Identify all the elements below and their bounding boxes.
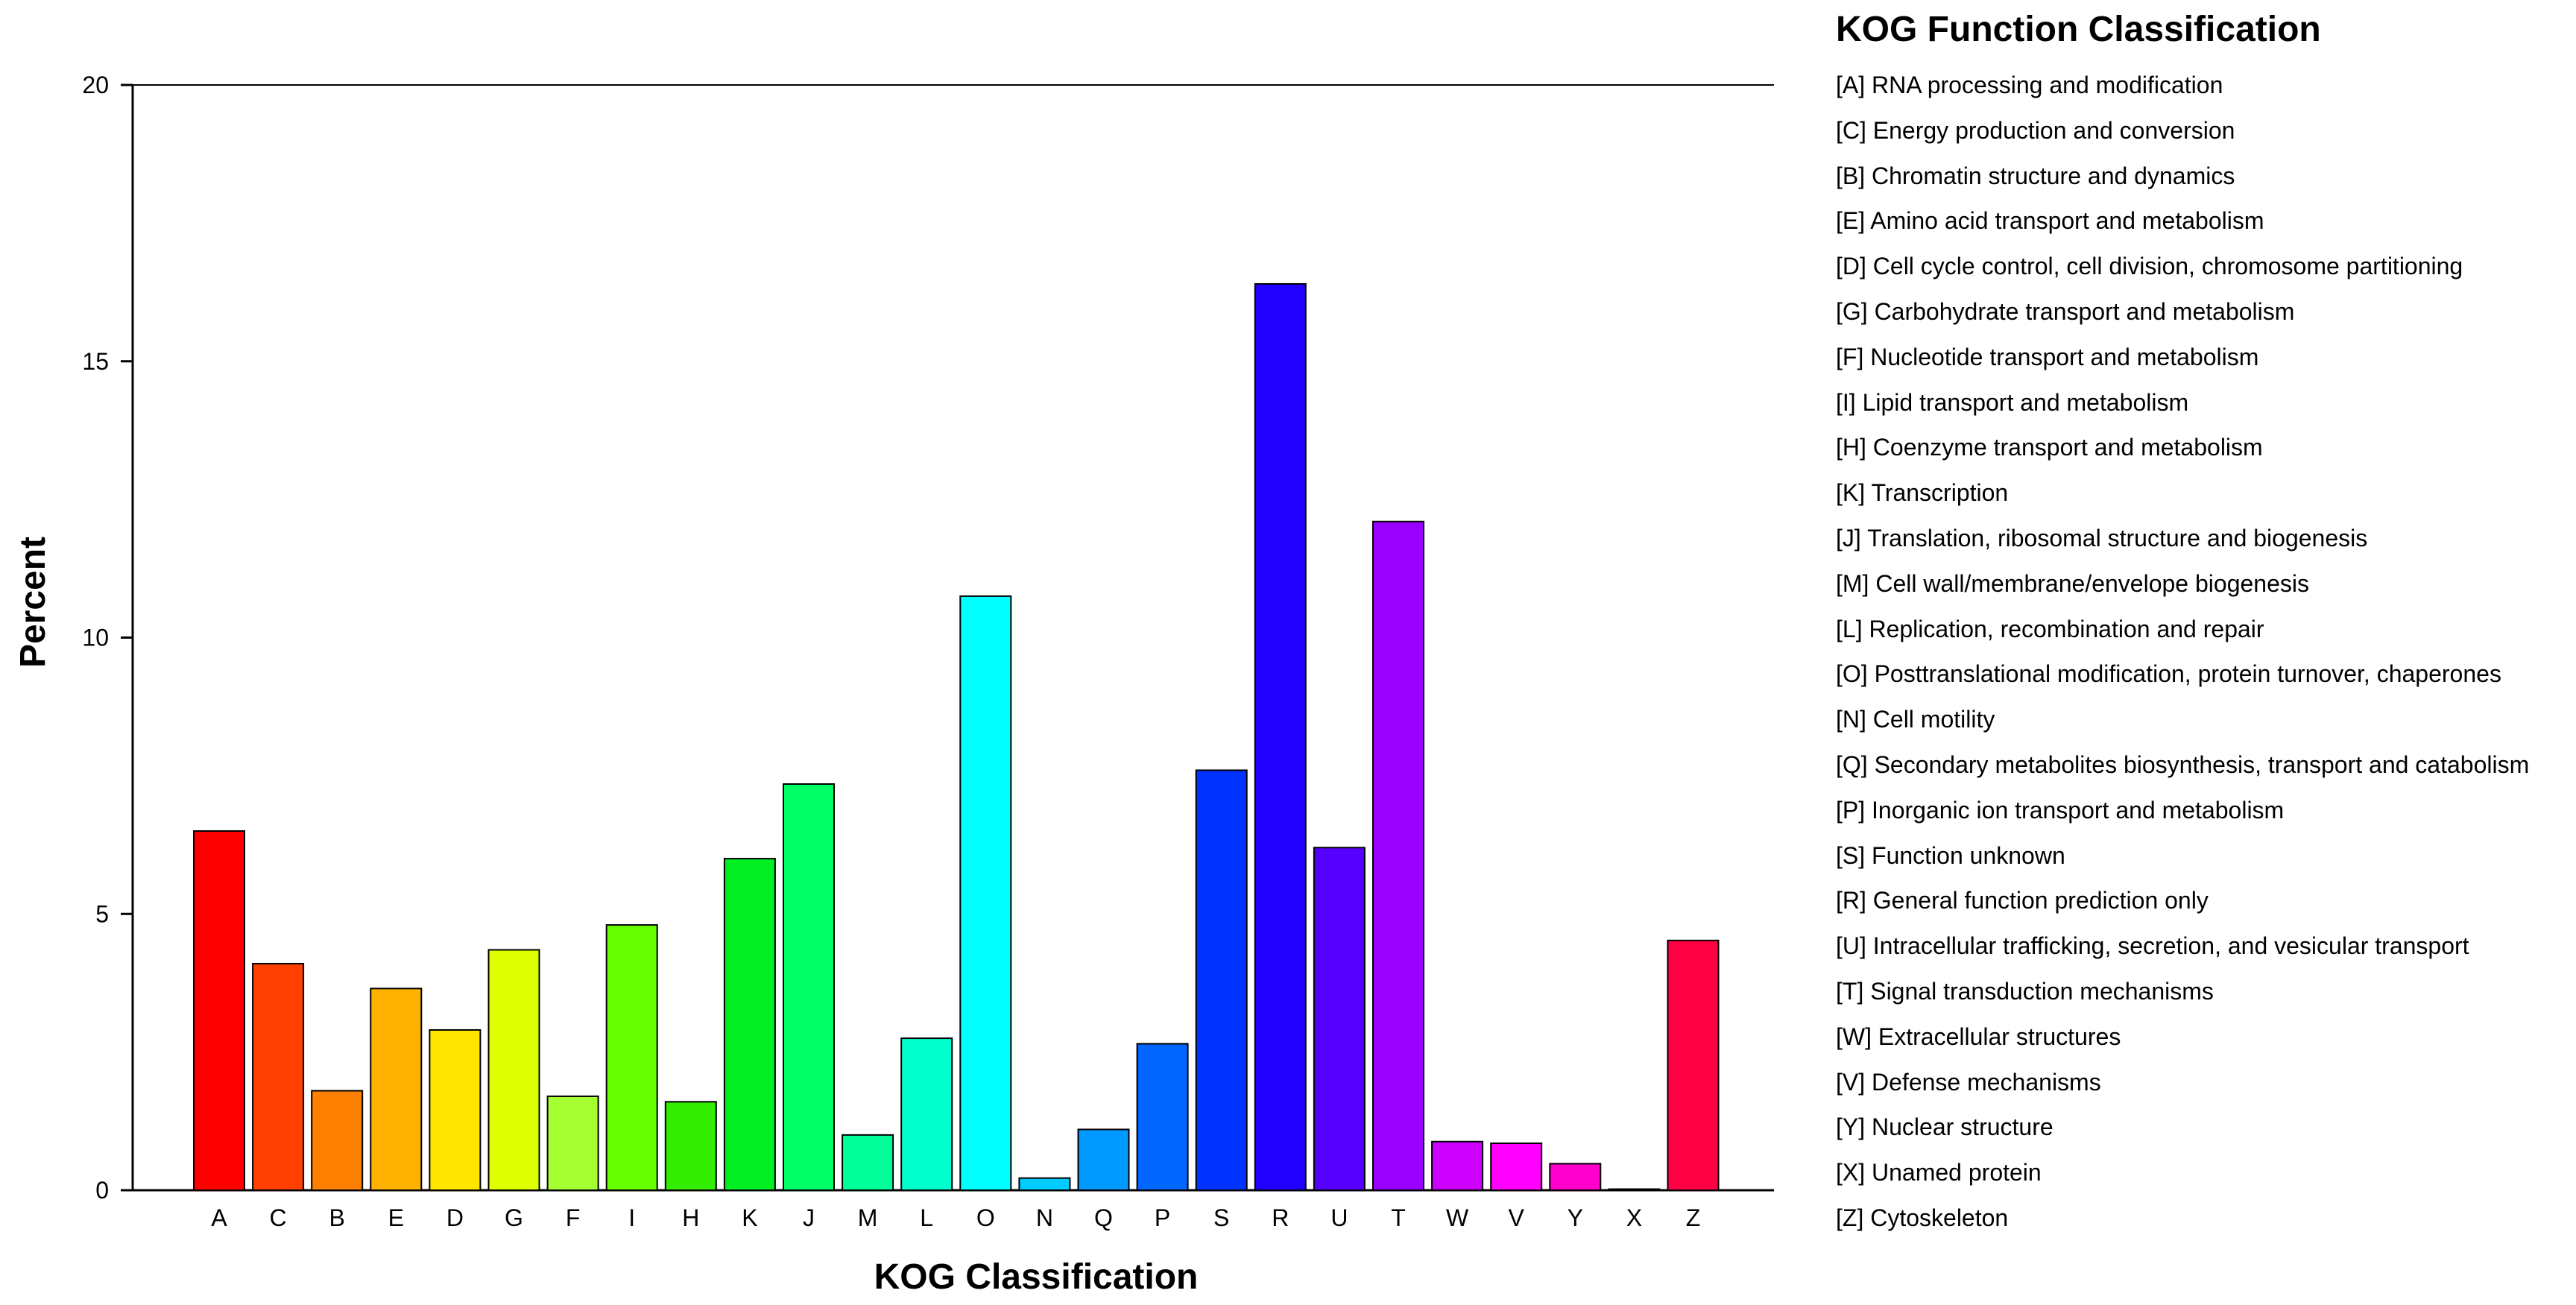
bar-K	[723, 858, 776, 1191]
legend-item: [O] Posttranslational modification, prot…	[1836, 660, 2501, 688]
legend-item: [W] Extracellular structures	[1836, 1023, 2121, 1050]
x-tick-label: C	[270, 1204, 287, 1231]
x-tick-label: S	[1213, 1204, 1229, 1231]
legend-item: [L] Replication, recombination and repai…	[1836, 615, 2264, 642]
legend: KOG Function Classification [A] RNA proc…	[1836, 7, 2570, 1241]
legend-item: [U] Intracellular trafficking, secretion…	[1836, 932, 2469, 960]
bar-S	[1195, 769, 1248, 1191]
x-tick-label: M	[858, 1204, 878, 1231]
bar-L	[900, 1037, 953, 1192]
x-tick-label: Y	[1568, 1204, 1583, 1231]
y-tick-label: 5	[95, 900, 109, 927]
chart-bars	[193, 282, 1720, 1192]
x-tick-label: E	[388, 1204, 404, 1231]
legend-item: [V] Defense mechanisms	[1836, 1068, 2101, 1096]
y-tick-label: 15	[82, 348, 109, 375]
y-axis-label: Percent	[13, 537, 53, 668]
bar-M	[842, 1134, 894, 1191]
legend-list: [A] RNA processing and modification [C] E…	[1836, 63, 2570, 1241]
y-tick-label: 20	[82, 72, 109, 98]
x-tick-label: T	[1391, 1204, 1406, 1231]
legend-item: [C] Energy production and conversion	[1836, 116, 2235, 144]
bar-I	[605, 924, 658, 1191]
x-tick-label: H	[682, 1204, 699, 1231]
x-tick-label: F	[566, 1204, 581, 1231]
x-axis-label: KOG Classification	[874, 1257, 1199, 1297]
x-tick-label: X	[1626, 1204, 1642, 1231]
bar-Y	[1549, 1163, 1602, 1191]
y-tick-labels: 0 5 10 15 20	[82, 72, 109, 1204]
legend-item: [Z] Cytoskeleton	[1836, 1204, 2009, 1231]
x-tick-label: G	[505, 1204, 523, 1231]
x-tick-label: P	[1155, 1204, 1170, 1231]
legend-item: [J] Translation, ribosomal structure and…	[1836, 524, 2368, 552]
x-tick-label: Q	[1094, 1204, 1113, 1231]
bar-V	[1490, 1142, 1543, 1192]
legend-item: [T] Signal transduction mechanisms	[1836, 977, 2214, 1005]
x-tick-label: R	[1272, 1204, 1289, 1231]
bar-O	[959, 595, 1012, 1191]
legend-item: [A] RNA processing and modification	[1836, 72, 2223, 98]
bar-J	[783, 783, 835, 1192]
legend-item: [G] Carbohydrate transport and metabolis…	[1836, 297, 2295, 325]
x-tick-label: B	[329, 1204, 345, 1231]
x-tick-label: L	[920, 1204, 933, 1231]
legend-item: [N] Cell motility	[1836, 706, 1995, 733]
x-tick-label: O	[976, 1204, 995, 1231]
x-tick-label: D	[446, 1204, 464, 1231]
bar-A	[193, 830, 245, 1192]
legend-item: [D] Cell cycle control, cell division, c…	[1836, 253, 2463, 280]
bar-B	[311, 1090, 364, 1192]
legend-item: [R] General function prediction only	[1836, 887, 2209, 914]
legend-item: [E] Amino acid transport and metabolism	[1836, 207, 2264, 235]
legend-item: [X] Unamed protein	[1836, 1159, 2042, 1186]
x-tick-label: U	[1330, 1204, 1348, 1231]
legend-item: [H] Coenzyme transport and metabolism	[1836, 434, 2263, 461]
legend-item: [S] Function unknown	[1836, 841, 2065, 869]
legend-item: [P] Inorganic ion transport and metaboli…	[1836, 796, 2285, 824]
legend-item: [Q] Secondary metabolites biosynthesis, …	[1836, 751, 2530, 778]
bar-G	[487, 949, 540, 1191]
bar-Q	[1077, 1128, 1130, 1192]
bar-N	[1018, 1177, 1071, 1192]
bar-R	[1254, 282, 1307, 1192]
x-tick-label: A	[211, 1204, 227, 1231]
y-tick-label: 0	[95, 1177, 109, 1204]
y-tick-label: 10	[82, 625, 109, 651]
kog-bar-chart: A C B E D G F I H K J M L O N Q P S R U T W V Y X Z 0 5 10 15 20 KOG …	[13, 72, 1774, 1297]
bar-E	[370, 988, 423, 1192]
bar-T	[1372, 520, 1424, 1191]
bar-Z	[1667, 939, 1720, 1192]
bar-P	[1136, 1043, 1189, 1191]
x-tick-label: K	[742, 1204, 757, 1231]
chart-axes	[121, 83, 1774, 1192]
bar-X	[1608, 1188, 1661, 1191]
legend-item: [Y] Nuclear structure	[1836, 1113, 2053, 1141]
bar-U	[1313, 847, 1366, 1192]
x-tick-label: J	[803, 1204, 815, 1231]
bar-C	[252, 962, 305, 1191]
bar-H	[664, 1101, 717, 1191]
legend-title: KOG Function Classification	[1836, 10, 2321, 49]
x-tick-label: N	[1036, 1204, 1053, 1231]
x-tick-label: Z	[1686, 1204, 1701, 1231]
x-tick-label: V	[1509, 1204, 1525, 1231]
x-tick-label: W	[1446, 1204, 1469, 1231]
bar-F	[546, 1095, 599, 1191]
legend-item: [B] Chromatin structure and dynamics	[1836, 162, 2235, 189]
bar-W	[1431, 1140, 1484, 1192]
bar-D	[429, 1028, 482, 1191]
legend-item: [F] Nucleotide transport and metabolism	[1836, 343, 2259, 370]
x-tick-label: I	[628, 1204, 635, 1231]
legend-item: [I] Lipid transport and metabolism	[1836, 388, 2189, 416]
legend-item: [K] Transcription	[1836, 479, 2009, 507]
legend-item: [M] Cell wall/membrane/envelope biogenes…	[1836, 569, 2309, 597]
